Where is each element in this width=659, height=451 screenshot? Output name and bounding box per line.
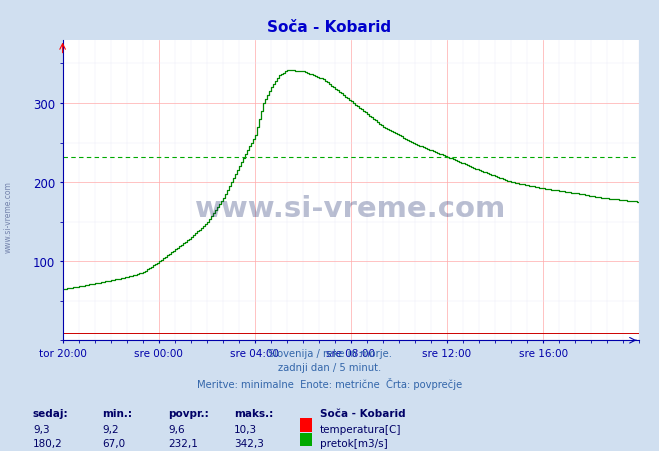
Text: 10,3: 10,3: [234, 424, 257, 434]
Text: 9,3: 9,3: [33, 424, 49, 434]
Text: povpr.:: povpr.:: [168, 408, 209, 418]
Text: www.si-vreme.com: www.si-vreme.com: [195, 194, 507, 222]
Text: 9,2: 9,2: [102, 424, 119, 434]
Text: pretok[m3/s]: pretok[m3/s]: [320, 438, 387, 448]
Text: Slovenija / reke in morje.
zadnji dan / 5 minut.
Meritve: minimalne  Enote: metr: Slovenija / reke in morje. zadnji dan / …: [197, 348, 462, 389]
Text: Soča - Kobarid: Soča - Kobarid: [268, 20, 391, 35]
Text: temperatura[C]: temperatura[C]: [320, 424, 401, 434]
Text: www.si-vreme.com: www.si-vreme.com: [3, 180, 13, 253]
Text: 9,6: 9,6: [168, 424, 185, 434]
Text: 67,0: 67,0: [102, 438, 125, 448]
Text: sedaj:: sedaj:: [33, 408, 69, 418]
Text: Soča - Kobarid: Soča - Kobarid: [320, 408, 405, 418]
Text: min.:: min.:: [102, 408, 132, 418]
Text: 180,2: 180,2: [33, 438, 63, 448]
Text: 232,1: 232,1: [168, 438, 198, 448]
Text: 342,3: 342,3: [234, 438, 264, 448]
Text: maks.:: maks.:: [234, 408, 273, 418]
